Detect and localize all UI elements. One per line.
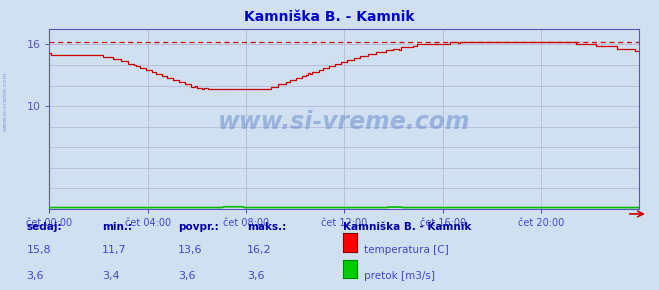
Text: povpr.:: povpr.:: [178, 222, 219, 232]
Text: 3,4: 3,4: [102, 271, 120, 281]
Text: min.:: min.:: [102, 222, 132, 232]
Text: 15,8: 15,8: [26, 245, 51, 255]
Text: 3,6: 3,6: [178, 271, 196, 281]
Text: maks.:: maks.:: [247, 222, 287, 232]
Text: Kamniška B. - Kamnik: Kamniška B. - Kamnik: [244, 10, 415, 24]
Text: sedaj:: sedaj:: [26, 222, 62, 232]
Text: www.si-vreme.com: www.si-vreme.com: [218, 110, 471, 135]
Text: pretok [m3/s]: pretok [m3/s]: [364, 271, 435, 281]
Text: 3,6: 3,6: [247, 271, 265, 281]
Text: 16,2: 16,2: [247, 245, 272, 255]
Text: 13,6: 13,6: [178, 245, 202, 255]
Text: 3,6: 3,6: [26, 271, 44, 281]
Text: Kamniška B. - Kamnik: Kamniška B. - Kamnik: [343, 222, 471, 232]
Text: www.si-vreme.com: www.si-vreme.com: [3, 72, 8, 131]
Text: 11,7: 11,7: [102, 245, 127, 255]
Text: temperatura [C]: temperatura [C]: [364, 245, 449, 255]
